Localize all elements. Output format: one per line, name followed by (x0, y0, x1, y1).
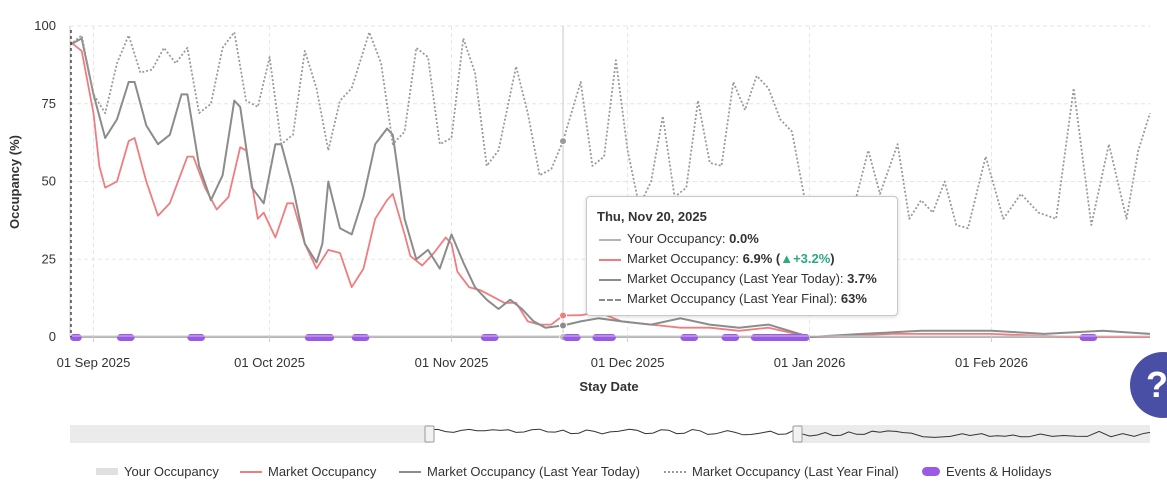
navigator-selection[interactable] (430, 425, 798, 443)
event-marker (480, 334, 499, 341)
tooltip-value: 0.0% (729, 231, 759, 246)
tooltip-row-market-occupancy: Market Occupancy: 6.9% (▲+3.2%) (599, 251, 835, 266)
y-tick-label: 25 (42, 251, 56, 266)
event-marker (563, 334, 581, 341)
event-marker (116, 334, 135, 341)
legend-label: Market Occupancy (268, 464, 377, 479)
event-marker (351, 334, 370, 341)
navigator-right-handle[interactable] (792, 425, 803, 443)
event-marker (680, 334, 699, 341)
tooltip-row-last-year-final: Market Occupancy (Last Year Final): 63% (599, 291, 867, 306)
x-tick-label: 01 Oct 2025 (234, 355, 305, 370)
event-marker (304, 334, 335, 341)
y-tick-label: 0 (49, 329, 56, 344)
x-tick-label: 01 Dec 2025 (591, 355, 665, 370)
hover-point (559, 321, 568, 330)
y-tick-label: 50 (42, 174, 56, 189)
legend-label: Market Occupancy (Last Year Final) (692, 464, 899, 479)
tooltip-row-your-occupancy: Your Occupancy: 0.0% (599, 231, 759, 246)
y-axis-title: Occupancy (%) (7, 135, 22, 229)
navigator-series-line (429, 428, 1151, 438)
legend-swatch (96, 468, 118, 475)
event-marker (187, 334, 205, 341)
event-marker (592, 334, 616, 341)
legend-swatch (922, 467, 940, 476)
legend-item-events-holidays[interactable]: Events & Holidays (922, 464, 1052, 479)
x-tick-label: 01 Jan 2026 (774, 355, 846, 370)
tooltip-change: ▲+3.2% (780, 251, 831, 266)
tooltip-value: 3.7% (847, 271, 877, 286)
legend-item-market-occupancy[interactable]: Market Occupancy (240, 464, 376, 479)
y-tick-label: 75 (42, 96, 56, 111)
legend-swatch (664, 470, 686, 473)
tooltip-value: 63% (840, 291, 867, 306)
chart-legend: Your Occupancy Market Occupancy Market O… (0, 464, 1167, 484)
series-last-year-today-line (69, 37, 1151, 338)
question-icon: ? (1146, 364, 1167, 405)
axis-layer: 0 25 50 75 100 01 Sep 2025 01 Oct 2025 01 Nov 2… (34, 18, 1150, 370)
tooltip-label: Your Occupancy: (627, 231, 726, 246)
tooltip-label: Market Occupancy (Last Year Final): (627, 291, 838, 306)
legend-item-last-year-final[interactable]: Market Occupancy (Last Year Final) (664, 464, 899, 479)
legend-label: Market Occupancy (Last Year Today) (427, 464, 640, 479)
legend-item-your-occupancy[interactable]: Your Occupancy (96, 464, 219, 479)
legend-swatch (240, 470, 262, 473)
event-marker (1079, 334, 1098, 341)
tooltip-value: 6.9% ( (742, 251, 781, 266)
hover-point (559, 311, 568, 320)
x-tick-label: 01 Feb 2026 (955, 355, 1028, 370)
x-tick-label: 01 Sep 2025 (57, 355, 131, 370)
hover-tooltip: Thu, Nov 20, 2025 Your Occupancy: 0.0% M… (586, 196, 898, 316)
tooltip-swatch (599, 278, 621, 281)
legend-swatch (399, 470, 421, 473)
tooltip-value-suffix: ) (830, 251, 835, 266)
event-marker (721, 334, 740, 341)
event-marker (750, 334, 810, 341)
legend-label: Events & Holidays (946, 464, 1052, 479)
legend-item-last-year-today[interactable]: Market Occupancy (Last Year Today) (399, 464, 640, 479)
tooltip-row-last-year-today: Market Occupancy (Last Year Today): 3.7% (599, 271, 877, 286)
x-axis-title: Stay Date (579, 379, 638, 394)
y-tick-label: 100 (34, 18, 56, 33)
tooltip-date: Thu, Nov 20, 2025 (597, 209, 707, 224)
hover-point (559, 137, 568, 146)
tooltip-swatch (599, 258, 621, 261)
tooltip-swatch (599, 238, 621, 241)
tooltip-label: Market Occupancy (Last Year Today): (627, 271, 844, 286)
tooltip-swatch (599, 298, 621, 301)
range-navigator[interactable] (70, 425, 1151, 443)
legend-label: Your Occupancy (124, 464, 219, 479)
x-tick-label: 01 Nov 2025 (415, 355, 489, 370)
navigator-left-handle[interactable] (424, 425, 435, 443)
event-marker (70, 334, 82, 341)
series-last-year-final-line (69, 31, 1151, 245)
tooltip-label: Market Occupancy: (627, 251, 739, 266)
